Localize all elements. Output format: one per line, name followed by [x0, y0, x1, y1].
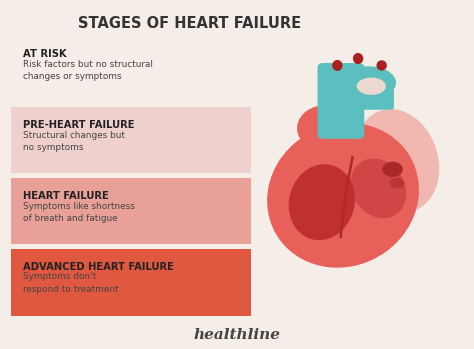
Ellipse shape	[297, 105, 351, 150]
FancyBboxPatch shape	[351, 88, 394, 110]
Ellipse shape	[332, 60, 343, 71]
FancyBboxPatch shape	[11, 36, 251, 102]
Ellipse shape	[267, 123, 419, 268]
Circle shape	[382, 162, 403, 177]
Ellipse shape	[357, 77, 386, 95]
Circle shape	[390, 178, 404, 188]
Text: Structural changes but
no symptoms: Structural changes but no symptoms	[23, 131, 125, 152]
Text: HEART FAILURE: HEART FAILURE	[23, 191, 109, 201]
Text: ADVANCED HEART FAILURE: ADVANCED HEART FAILURE	[23, 262, 173, 272]
Text: Symptoms don't
respond to treatment: Symptoms don't respond to treatment	[23, 273, 118, 294]
Ellipse shape	[353, 53, 363, 64]
FancyBboxPatch shape	[11, 178, 251, 244]
Text: Symptoms like shortness
of breath and fatigue: Symptoms like shortness of breath and fa…	[23, 201, 135, 223]
Ellipse shape	[355, 109, 439, 212]
Text: PRE-HEART FAILURE: PRE-HEART FAILURE	[23, 120, 134, 130]
Text: Risk factors but no structural
changes or symptoms: Risk factors but no structural changes o…	[23, 60, 153, 81]
FancyBboxPatch shape	[11, 249, 251, 317]
FancyBboxPatch shape	[318, 63, 364, 139]
Text: STAGES OF HEART FAILURE: STAGES OF HEART FAILURE	[78, 16, 301, 31]
Ellipse shape	[289, 164, 355, 240]
Ellipse shape	[376, 60, 387, 70]
Text: AT RISK: AT RISK	[23, 49, 66, 59]
Ellipse shape	[342, 66, 396, 99]
FancyBboxPatch shape	[11, 107, 251, 173]
Text: healthline: healthline	[193, 328, 281, 342]
Ellipse shape	[350, 158, 406, 218]
